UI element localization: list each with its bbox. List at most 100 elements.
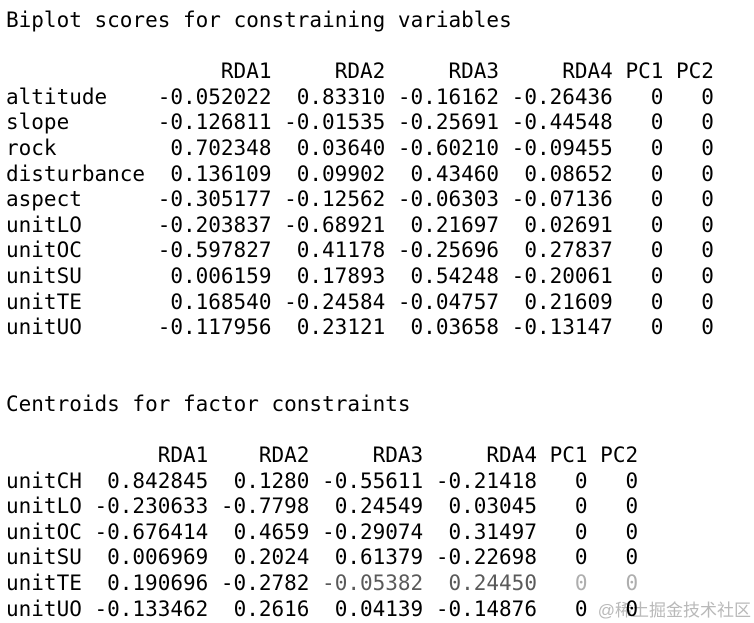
value-pc2: 0 xyxy=(625,494,639,519)
row-label: rock xyxy=(6,135,57,160)
row-label: unitUO xyxy=(6,596,82,621)
value-rda4: 0.08652 xyxy=(524,161,613,186)
column-header-pc2: PC2 xyxy=(676,59,714,84)
table-row: unitLO -0.203837 -0.68921 0.21697 0.0269… xyxy=(6,213,714,239)
row-label: unitUO xyxy=(6,315,82,340)
value-rda3: -0.06303 xyxy=(397,187,500,212)
table-row: unitSU 0.006159 0.17893 0.54248 -0.20061… xyxy=(6,264,714,290)
value-pc1: 0 xyxy=(574,596,588,621)
value-pc1: 0 xyxy=(574,571,588,596)
column-header-rda1: RDA1 xyxy=(157,443,209,468)
value-rda3: 0.54248 xyxy=(410,263,500,288)
r-console-output: Biplot scores for constraining variables… xyxy=(6,8,714,622)
value-rda2: 0.2024 xyxy=(233,545,310,570)
value-rda4: -0.21418 xyxy=(435,468,537,493)
value-pc1: 0 xyxy=(650,289,664,314)
value-pc2: 0 xyxy=(701,212,714,237)
value-rda1: -0.305177 xyxy=(157,187,272,212)
blank-line xyxy=(6,34,714,60)
value-rda4: -0.20061 xyxy=(511,263,613,288)
value-rda1: -0.052022 xyxy=(157,84,272,109)
row-label: slope xyxy=(6,110,70,135)
value-pc2: 0 xyxy=(701,289,714,314)
value-pc1: 0 xyxy=(650,135,664,160)
value-rda3: -0.25691 xyxy=(397,110,500,135)
value-rda4: -0.09455 xyxy=(511,135,613,160)
value-pc2: 0 xyxy=(701,135,714,160)
value-rda4: -0.22698 xyxy=(435,545,537,570)
value-rda4: -0.07136 xyxy=(511,187,613,212)
value-pc1: 0 xyxy=(574,545,588,570)
table-row: unitLO -0.230633 -0.7798 0.24549 0.03045… xyxy=(6,494,714,520)
value-pc1: 0 xyxy=(574,494,588,519)
value-rda1: -0.676414 xyxy=(94,519,209,544)
value-pc1: 0 xyxy=(650,212,664,237)
value-pc2: 0 xyxy=(701,238,714,263)
biplot-section-title: Biplot scores for constraining variables xyxy=(6,8,512,32)
header-spacer-cell xyxy=(6,59,158,85)
value-pc1: 0 xyxy=(574,519,588,544)
value-rda2: 0.17893 xyxy=(296,263,386,288)
value-rda1: 0.168540 xyxy=(170,289,272,314)
value-rda3: -0.16162 xyxy=(397,84,500,109)
table-row: unitTE 0.168540 -0.24584 -0.04757 0.2160… xyxy=(6,290,714,316)
value-rda3: 0.24549 xyxy=(334,494,424,519)
value-rda3: -0.60210 xyxy=(397,135,500,160)
value-rda1: -0.203837 xyxy=(157,212,272,237)
centroids-header-row: RDA1 RDA2 RDA3 RDA4 PC1 PC2 xyxy=(6,443,714,469)
value-rda1: -0.230633 xyxy=(94,494,209,519)
value-rda2: 0.83310 xyxy=(296,84,386,109)
row-label: unitTE xyxy=(6,289,82,314)
value-rda3: 0.43460 xyxy=(410,161,500,186)
value-rda1: 0.190696 xyxy=(107,571,209,596)
row-label: unitLO xyxy=(6,212,82,237)
value-rda2: -0.12562 xyxy=(284,187,386,212)
value-rda4: 0.31497 xyxy=(448,519,537,544)
value-rda3: 0.03658 xyxy=(410,315,500,340)
value-rda1: 0.006159 xyxy=(170,263,272,288)
value-rda2: 0.23121 xyxy=(296,315,386,340)
value-rda1: 0.842845 xyxy=(107,468,209,493)
biplot-rows: altitude -0.052022 0.83310 -0.16162 -0.2… xyxy=(6,85,714,341)
value-rda3: 0.21697 xyxy=(410,212,500,237)
table-row: unitOC -0.676414 0.4659 -0.29074 0.31497… xyxy=(6,520,714,546)
value-rda4: -0.44548 xyxy=(511,110,613,135)
value-pc2: 0 xyxy=(625,571,639,596)
header-spacer-cell xyxy=(6,443,95,469)
value-rda2: -0.7798 xyxy=(220,494,310,519)
value-rda2: 0.41178 xyxy=(296,238,386,263)
column-header-rda4: RDA4 xyxy=(562,59,613,84)
value-rda1: 0.006969 xyxy=(107,545,209,570)
row-label: unitSU xyxy=(6,263,82,288)
centroids-rows: unitCH 0.842845 0.1280 -0.55611 -0.21418… xyxy=(6,469,714,623)
value-rda4: 0.02691 xyxy=(524,212,613,237)
value-pc2: 0 xyxy=(701,84,714,109)
row-label: aspect xyxy=(6,187,82,212)
value-rda1: -0.126811 xyxy=(157,110,272,135)
column-header-rda2: RDA2 xyxy=(258,443,310,468)
column-header-pc1: PC1 xyxy=(549,443,588,468)
value-rda1: -0.597827 xyxy=(157,238,272,263)
row-label: unitCH xyxy=(6,468,82,493)
table-row: aspect -0.305177 -0.12562 -0.06303 -0.07… xyxy=(6,187,714,213)
value-pc2: 0 xyxy=(625,519,639,544)
column-header-pc2: PC2 xyxy=(600,443,639,468)
value-pc2: 0 xyxy=(701,187,714,212)
value-rda3: -0.29074 xyxy=(322,519,424,544)
table-row: disturbance 0.136109 0.09902 0.43460 0.0… xyxy=(6,162,714,188)
value-pc2: 0 xyxy=(625,545,639,570)
value-pc1: 0 xyxy=(650,161,664,186)
row-label: unitLO xyxy=(6,494,82,519)
column-header-rda4: RDA4 xyxy=(486,443,537,468)
value-rda4: 0.03045 xyxy=(448,494,537,519)
value-rda4: 0.27837 xyxy=(524,238,613,263)
value-rda4: -0.14876 xyxy=(435,596,537,621)
blank-line xyxy=(6,341,714,367)
value-pc2: 0 xyxy=(701,161,714,186)
column-header-rda2: RDA2 xyxy=(334,59,386,84)
value-rda3: -0.25696 xyxy=(397,238,500,263)
value-pc1: 0 xyxy=(650,315,664,340)
value-rda3: 0.61379 xyxy=(334,545,424,570)
column-header-rda3: RDA3 xyxy=(448,59,500,84)
value-rda4: 0.24450 xyxy=(448,571,537,596)
